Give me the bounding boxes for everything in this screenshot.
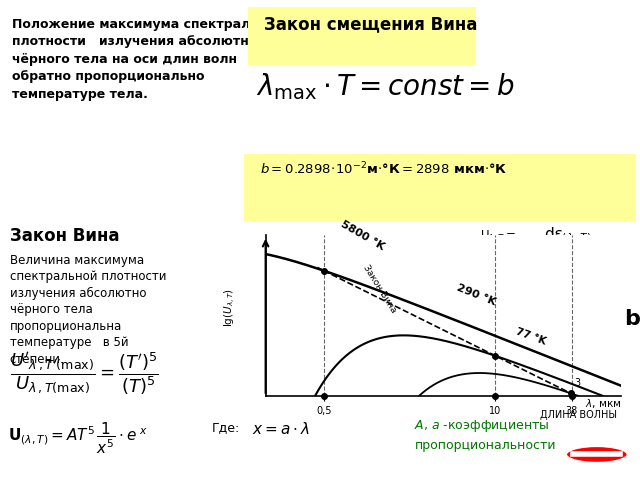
Text: ДЛИНА ВОЛНЫ: ДЛИНА ВОЛНЫ: [540, 410, 618, 420]
Text: $\lg(U_{\lambda,T})$: $\lg(U_{\lambda,T})$: [223, 288, 237, 327]
Text: Где:: Где:: [212, 421, 240, 434]
Circle shape: [566, 446, 628, 463]
Text: Закон Вина: Закон Вина: [10, 227, 119, 245]
Text: Положение максимума спектральной
плотности   излучения абсолютно
чёрного тела на: Положение максимума спектральной плотнос…: [12, 18, 284, 101]
Text: $b =0.2898\!\cdot\!10^{-2}$м$\cdot$°К$=2898$ мкм$\cdot$°К: $b =0.2898\!\cdot\!10^{-2}$м$\cdot$°К$=2…: [260, 161, 508, 177]
Text: $\dfrac{U'_{\lambda\,,T'(\max)}}{U_{\lambda\,,T(\max)}} = \dfrac{(T')^5}{(T)^5}$: $\dfrac{U'_{\lambda\,,T'(\max)}}{U_{\lam…: [10, 351, 159, 398]
Text: $A$, $a$ -коэффициенты
пропорциональности: $A$, $a$ -коэффициенты пропорциональност…: [415, 418, 556, 452]
Text: Закон смещения Вина: Закон смещения Вина: [264, 16, 477, 34]
Text: 290 °K: 290 °K: [456, 283, 497, 308]
Text: 3: 3: [575, 378, 580, 388]
Text: Величина максимума
спектральной плотности
излучения абсолютно
чёрного тела
пропо: Величина максимума спектральной плотност…: [10, 254, 166, 366]
Text: $\lambda$, мкм: $\lambda$, мкм: [585, 397, 621, 410]
Text: $\mathbf{b}$: $\mathbf{b}$: [624, 309, 640, 328]
FancyBboxPatch shape: [248, 7, 476, 65]
Text: Закон Вина: Закон Вина: [362, 264, 398, 314]
Text: $\mathrm{U}_{\lambda,T} =$: $\mathrm{U}_{\lambda,T} =$: [480, 229, 516, 245]
Text: 77 °K: 77 °K: [515, 327, 547, 347]
Text: $\mathbf{U}_{(\lambda,T)} = AT^5\,\dfrac{1}{x^5}\cdot e^{\;x}$: $\mathbf{U}_{(\lambda,T)} = AT^5\,\dfrac…: [8, 421, 148, 456]
FancyBboxPatch shape: [244, 154, 636, 221]
Text: 5800 °K: 5800 °K: [339, 219, 386, 252]
Text: $x = a \cdot \lambda$: $x = a \cdot \lambda$: [252, 421, 310, 437]
Text: $\dfrac{\mathrm{d}\varepsilon_{(\lambda,\,T)}}{\mathrm{d}\lambda}$: $\dfrac{\mathrm{d}\varepsilon_{(\lambda,…: [544, 225, 593, 263]
Text: $\lambda_{\mathrm{max}} \cdot T = const = b$: $\lambda_{\mathrm{max}} \cdot T = const …: [256, 72, 515, 102]
